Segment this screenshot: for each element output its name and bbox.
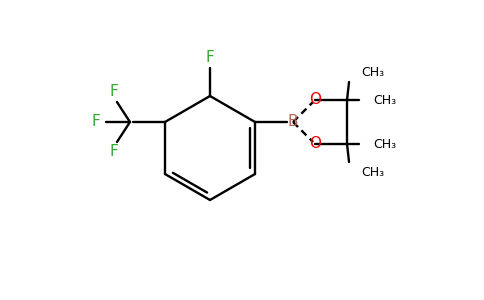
Text: F: F (109, 145, 119, 160)
Text: B: B (288, 115, 298, 130)
Text: O: O (309, 92, 321, 107)
Text: CH₃: CH₃ (361, 166, 384, 178)
Text: O: O (309, 136, 321, 152)
Text: CH₃: CH₃ (373, 137, 396, 151)
Text: CH₃: CH₃ (361, 65, 384, 79)
Text: F: F (206, 50, 214, 65)
Text: F: F (91, 115, 100, 130)
Text: F: F (109, 85, 119, 100)
Text: CH₃: CH₃ (373, 94, 396, 106)
